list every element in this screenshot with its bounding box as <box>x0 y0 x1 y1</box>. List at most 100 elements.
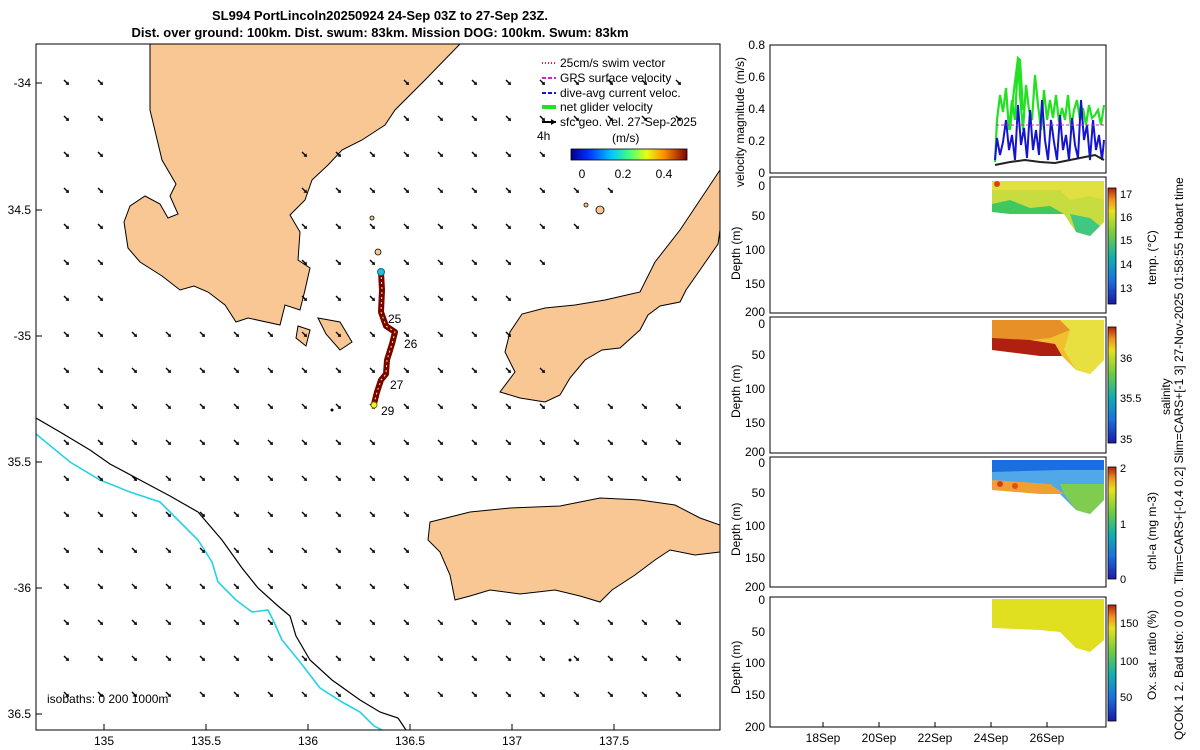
land-kangaroo-island <box>427 497 720 603</box>
oxygen-colorbar <box>1107 604 1117 722</box>
velocity-arrowhead <box>65 441 69 445</box>
velocity-arrowhead <box>201 621 205 625</box>
velocity-arrowhead <box>643 657 647 661</box>
velocity-arrowhead <box>99 153 103 157</box>
velocity-arrowhead <box>99 405 103 409</box>
velocity-series-blue <box>994 99 1105 161</box>
velocity-y-tick-label: 0.4 <box>748 102 765 116</box>
velocity-arrowhead <box>337 657 341 661</box>
colorbar-tick-label: 0.2 <box>615 167 632 181</box>
velocity-arrowhead <box>575 441 579 445</box>
velocity-arrowhead <box>541 441 545 445</box>
velocity-arrowhead <box>473 405 477 409</box>
ox-cbar-tick: 50 <box>1120 692 1132 704</box>
velocity-arrowhead <box>235 477 239 481</box>
velocity-arrowhead <box>507 621 511 625</box>
map-y-tick-label: 35.5 <box>8 455 32 469</box>
map-y-tick-label: -36 <box>14 581 32 595</box>
velocity-y-tick-label: 0 <box>758 166 765 180</box>
velocity-arrowhead <box>269 513 273 517</box>
velocity-arrowhead <box>439 621 443 625</box>
sal-y-axis-label: Depth (m) <box>729 365 743 418</box>
velocity-arrowhead <box>473 81 477 85</box>
colorbar-label: (m/s) <box>612 131 639 145</box>
velocity-arrowhead <box>439 693 443 697</box>
velocity-arrowhead <box>439 477 443 481</box>
date-tick-label: 24Sep <box>974 731 1009 745</box>
legend-label: dive-avg current veloc. <box>560 86 681 100</box>
velocity-arrowhead <box>201 369 205 373</box>
velocity-arrowhead <box>167 369 171 373</box>
sal-cbar-tick: 35 <box>1120 434 1132 446</box>
velocity-arrowhead <box>507 153 511 157</box>
velocity-arrowhead <box>303 153 307 157</box>
velocity-arrowhead <box>269 333 273 337</box>
velocity-arrowhead <box>609 441 613 445</box>
velocity-arrowhead <box>99 333 103 337</box>
velocity-arrowhead <box>167 477 171 481</box>
temp-cbar-label: temp. (°C) <box>1145 230 1159 285</box>
temp-cbar-tick: 14 <box>1120 259 1132 271</box>
velocity-arrowhead <box>65 621 69 625</box>
sal-cbar-label: salinity <box>1159 378 1173 415</box>
chl-y-tick-label: 50 <box>752 486 766 500</box>
velocity-arrowhead <box>371 441 375 445</box>
map-y-tick-label: -34 <box>14 76 32 90</box>
velocity-arrowhead <box>235 369 239 373</box>
velocity-arrowhead <box>439 189 443 193</box>
velocity-arrowhead <box>99 81 103 85</box>
velocity-arrowhead <box>65 153 69 157</box>
velocity-arrowhead <box>371 297 375 301</box>
velocity-arrowhead <box>201 693 205 697</box>
velocity-arrowhead <box>371 621 375 625</box>
velocity-arrowhead <box>507 81 511 85</box>
map-legend: 25cm/s swim vector GPS surface velocity … <box>537 56 697 143</box>
chl-cbar-tick: 1 <box>1120 519 1126 531</box>
temp-cbar-tick: 16 <box>1120 212 1132 224</box>
velocity-arrowhead <box>575 693 579 697</box>
velocity-arrowhead <box>541 117 545 121</box>
velocity-arrowhead <box>99 585 103 589</box>
velocity-arrowhead <box>371 189 375 193</box>
velocity-arrowhead <box>473 693 477 697</box>
velocity-arrowhead <box>337 369 341 373</box>
velocity-arrowhead <box>167 549 171 553</box>
velocity-arrowhead <box>303 477 307 481</box>
velocity-arrowhead <box>473 225 477 229</box>
velocity-arrowhead <box>643 441 647 445</box>
velocity-arrowhead <box>609 81 613 85</box>
velocity-arrowhead <box>439 225 443 229</box>
chl-cbar-label: chl-a (mg m-3) <box>1145 492 1159 570</box>
velocity-arrowhead <box>65 513 69 517</box>
chl-y-tick-label: 100 <box>745 519 765 533</box>
velocity-arrowhead <box>201 513 205 517</box>
velocity-arrowhead <box>337 477 341 481</box>
velocity-arrowhead <box>541 153 545 157</box>
velocity-arrowhead <box>405 693 409 697</box>
velocity-arrowhead <box>507 117 511 121</box>
velocity-arrowhead <box>99 441 103 445</box>
velocity-arrowhead <box>337 261 341 265</box>
velocity-arrowhead <box>235 585 239 589</box>
temp-y-axis-label: Depth (m) <box>729 227 743 280</box>
velocity-arrowhead <box>167 657 171 661</box>
velocity-arrowhead <box>405 333 409 337</box>
map-y-tick-label: 36.5 <box>8 707 32 721</box>
velocity-arrowhead <box>643 693 647 697</box>
temperature-section-panel <box>769 176 1107 314</box>
velocity-arrowhead <box>473 297 477 301</box>
track-day-label: 25 <box>388 312 402 326</box>
velocity-arrowhead <box>337 693 341 697</box>
temp-y-tick-label: 200 <box>745 305 765 319</box>
velocity-arrowhead <box>643 81 647 85</box>
velocity-arrowhead <box>405 153 409 157</box>
velocity-series-green-peak <box>1008 55 1025 131</box>
temp-y-tick-label: 50 <box>752 209 766 223</box>
velocity-arrowhead <box>541 369 545 373</box>
date-tick-label: 22Sep <box>918 731 953 745</box>
velocity-arrowhead <box>235 513 239 517</box>
velocity-arrowhead <box>439 333 443 337</box>
velocity-arrowhead <box>405 261 409 265</box>
velocity-arrowhead <box>575 117 579 121</box>
velocity-arrowhead <box>473 369 477 373</box>
